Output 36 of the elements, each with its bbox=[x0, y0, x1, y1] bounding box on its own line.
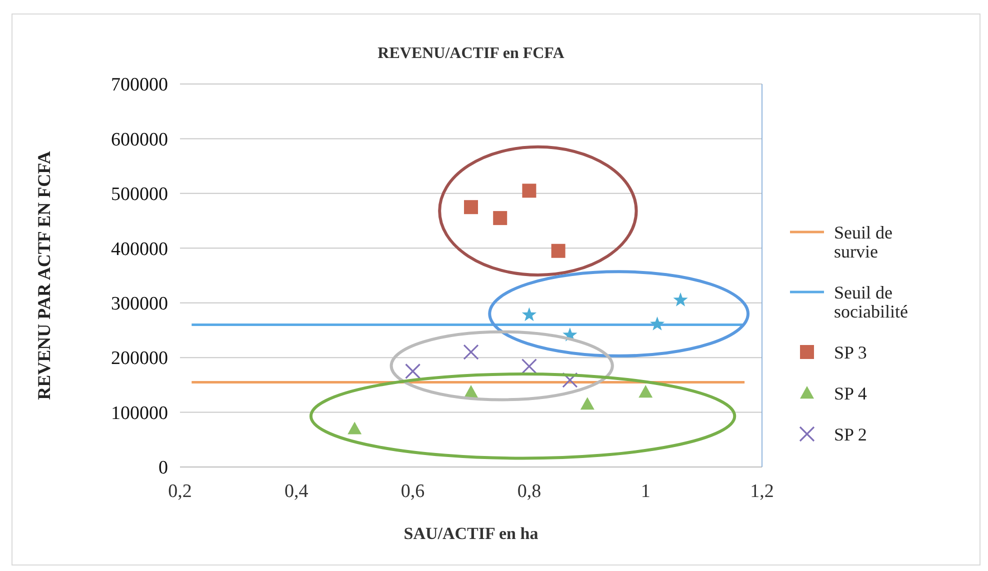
point bbox=[405, 363, 421, 380]
point bbox=[551, 244, 566, 258]
x-tick-label: 0,2 bbox=[168, 481, 192, 502]
x-tick-label: 1,2 bbox=[750, 481, 774, 502]
y-tick-label: 0 bbox=[158, 458, 168, 479]
legend-label: Seuil de sociabilité bbox=[834, 282, 908, 322]
point bbox=[521, 358, 537, 374]
point bbox=[580, 397, 594, 410]
y-tick-label: 700000 bbox=[111, 74, 168, 96]
legend-label: SP 4 bbox=[834, 383, 867, 404]
y-tick-label: 500000 bbox=[111, 184, 168, 206]
point bbox=[638, 385, 653, 398]
x-tick-label: 0,4 bbox=[284, 481, 309, 502]
legend-label: SP 2 bbox=[834, 424, 867, 444]
point bbox=[562, 372, 578, 388]
x-axis-title: SAU/ACTIF en ha bbox=[404, 524, 539, 543]
point bbox=[650, 316, 665, 330]
point bbox=[463, 344, 479, 360]
chart-title: REVENU/ACTIF en FCFA bbox=[378, 45, 565, 62]
x-tick-label: 0,8 bbox=[517, 481, 542, 502]
point bbox=[522, 184, 536, 198]
y-tick-label: 200000 bbox=[111, 348, 168, 370]
x-tick-label: 1 bbox=[640, 481, 650, 502]
point bbox=[464, 200, 478, 214]
legend-label: SP 3 bbox=[834, 342, 867, 362]
point bbox=[493, 211, 508, 226]
point bbox=[348, 422, 362, 434]
point bbox=[522, 307, 537, 322]
y-tick-label: 600000 bbox=[111, 129, 168, 150]
x-tick-label: 0,6 bbox=[400, 481, 425, 502]
legend-label: Seuil de survie bbox=[834, 222, 892, 262]
point bbox=[673, 292, 688, 306]
y-tick-label: 300000 bbox=[111, 294, 168, 315]
y-axis-title: REVENU PAR ACTF EN FCFA bbox=[34, 151, 54, 400]
y-tick-label: 400000 bbox=[111, 238, 168, 260]
y-tick-label: 100000 bbox=[111, 402, 168, 424]
